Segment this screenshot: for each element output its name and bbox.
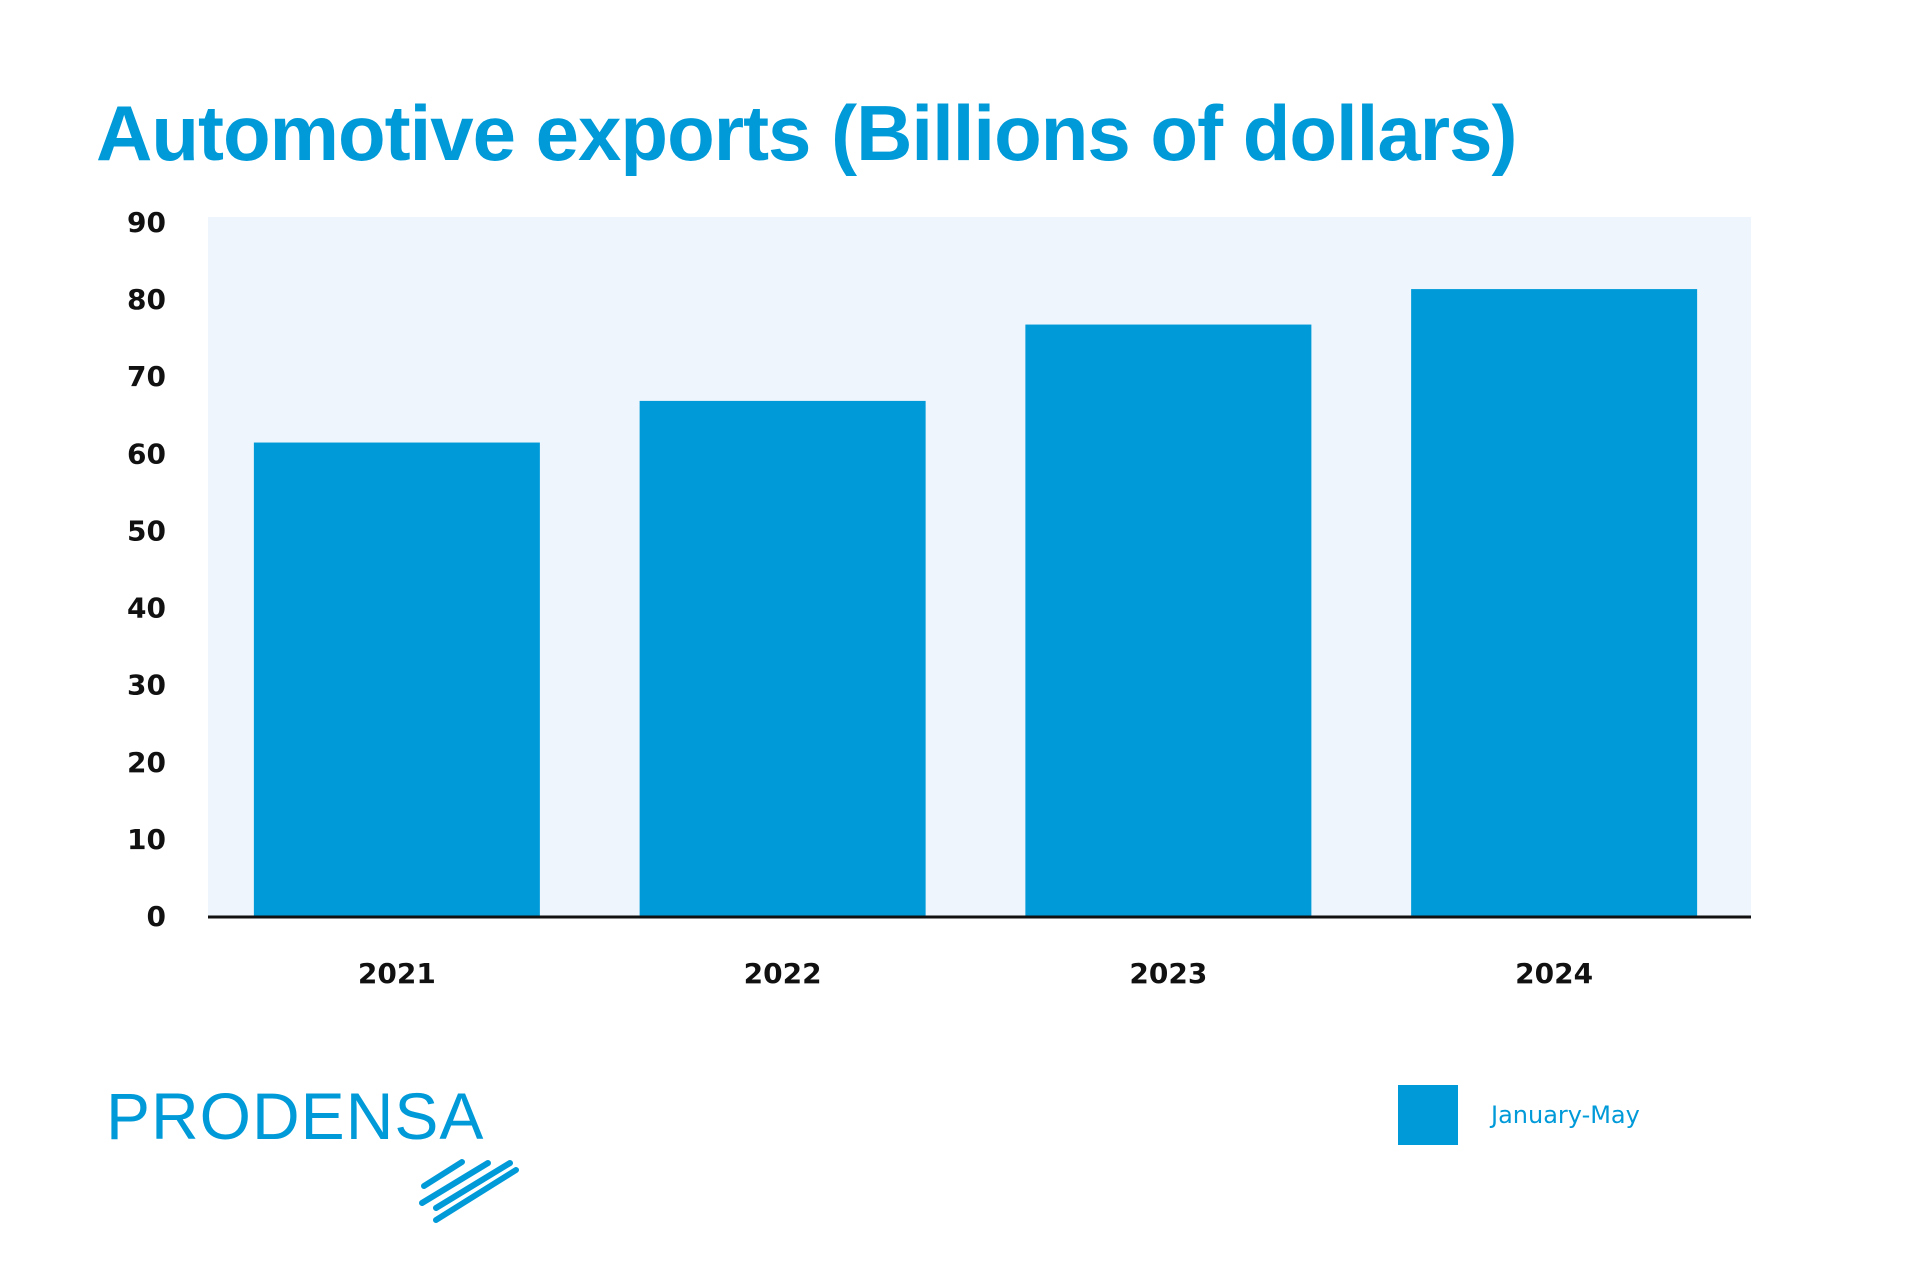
y-tick-label: 30: [127, 669, 166, 702]
bar-2024: [1411, 289, 1698, 916]
logo-wordmark: PRODENSA: [106, 1079, 485, 1153]
logo-stripes-icon: [419, 1159, 519, 1223]
x-tick-label: 2022: [744, 957, 822, 990]
x-tick-label: 2023: [1129, 957, 1207, 990]
y-tick-label: 50: [127, 514, 166, 547]
y-tick-label: 60: [127, 437, 166, 470]
bar-2022: [639, 400, 926, 916]
y-tick-label: 90: [127, 206, 166, 239]
y-tick-label: 20: [127, 746, 166, 779]
y-tick-label: 40: [127, 592, 166, 625]
chart-title: Automotive exports (Billions of dollars): [96, 89, 1517, 177]
y-tick-label: 70: [127, 360, 166, 393]
y-tick-label: 0: [147, 900, 166, 933]
bar-2021: [253, 442, 540, 916]
legend-swatch: [1398, 1085, 1458, 1145]
y-tick-label: 80: [127, 283, 166, 316]
legend-label: January-May: [1491, 1101, 1640, 1129]
x-tick-label: 2021: [358, 957, 436, 990]
x-tick-label: 2024: [1515, 957, 1593, 990]
y-tick-label: 10: [127, 823, 166, 856]
legend: January-May: [1398, 1085, 1640, 1145]
bar-2023: [1025, 324, 1312, 917]
